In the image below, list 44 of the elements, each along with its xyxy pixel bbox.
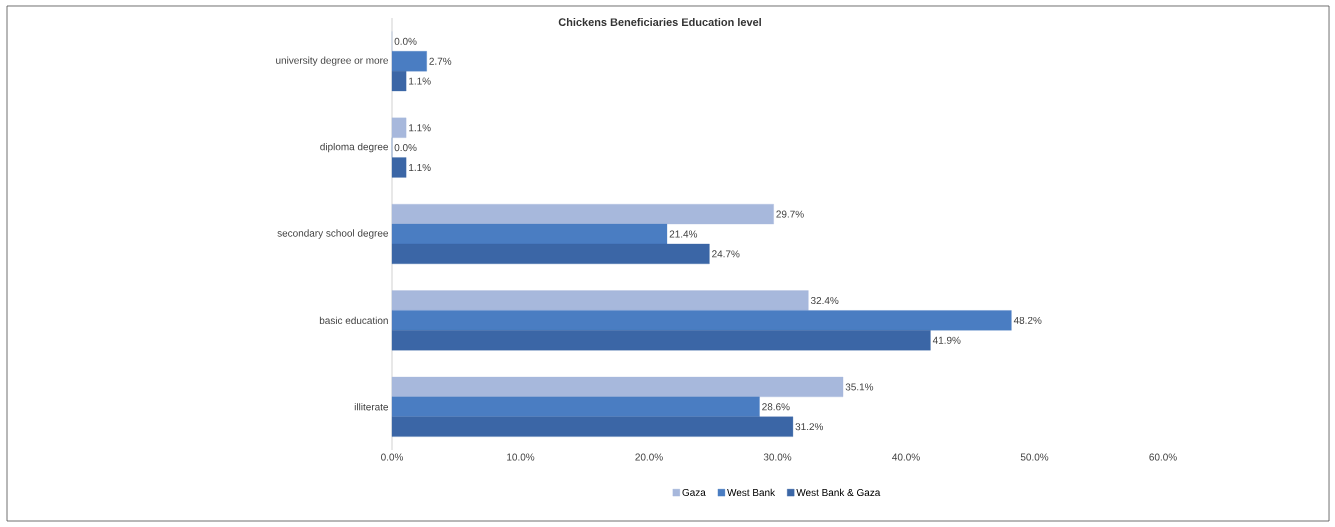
data-label: 1.1%	[409, 163, 431, 171]
data-label: 1.1%	[409, 124, 431, 132]
bar	[391, 396, 760, 417]
chart-title: Chickens Beneficiaries Education level	[558, 17, 761, 27]
bar	[391, 117, 407, 138]
x-tick-label: 50.0%	[1020, 453, 1049, 461]
y-tick-label: university degree or more	[276, 56, 389, 66]
x-tick-label: 0.0%	[381, 453, 404, 461]
y-tick-label: diploma degree	[320, 142, 389, 153]
data-label: 0.0%	[394, 37, 417, 45]
data-label: 21.4%	[669, 230, 698, 238]
bar	[391, 223, 668, 245]
y-tick-label: secondary school degree	[277, 229, 389, 239]
bar	[391, 70, 407, 92]
y-tick-label: basic education	[319, 316, 388, 325]
legend-label: West Bank & Gaza	[796, 488, 881, 497]
legend-label: Gaza	[682, 488, 706, 496]
bar	[391, 290, 809, 311]
data-label: 24.7%	[712, 250, 740, 258]
bar	[391, 157, 407, 178]
x-tick-label: 10.0%	[507, 453, 535, 461]
bar	[391, 243, 710, 264]
data-label: 35.1%	[845, 383, 874, 391]
x-tick-label: 30.0%	[763, 453, 792, 461]
bar	[391, 51, 427, 72]
data-label: 2.7%	[429, 57, 452, 65]
data-label: 31.2%	[795, 423, 824, 431]
bar	[391, 376, 844, 398]
bar	[391, 204, 774, 225]
bar	[391, 416, 794, 437]
bar	[391, 330, 931, 351]
x-tick-label: 40.0%	[892, 453, 920, 461]
bar	[391, 310, 1012, 331]
x-tick-label: 20.0%	[635, 453, 663, 461]
data-label: 1.1%	[409, 77, 431, 85]
y-tick-label: illiterate	[354, 403, 389, 411]
data-label: 32.4%	[810, 297, 839, 305]
data-label: 0.0%	[394, 144, 417, 152]
data-label: 29.7%	[776, 210, 804, 218]
data-label: 48.2%	[1013, 316, 1042, 324]
data-label: 28.6%	[762, 403, 790, 411]
x-tick-label: 60.0%	[1149, 453, 1177, 461]
legend-label: West Bank	[727, 488, 776, 497]
data-label: 41.9%	[932, 336, 961, 344]
